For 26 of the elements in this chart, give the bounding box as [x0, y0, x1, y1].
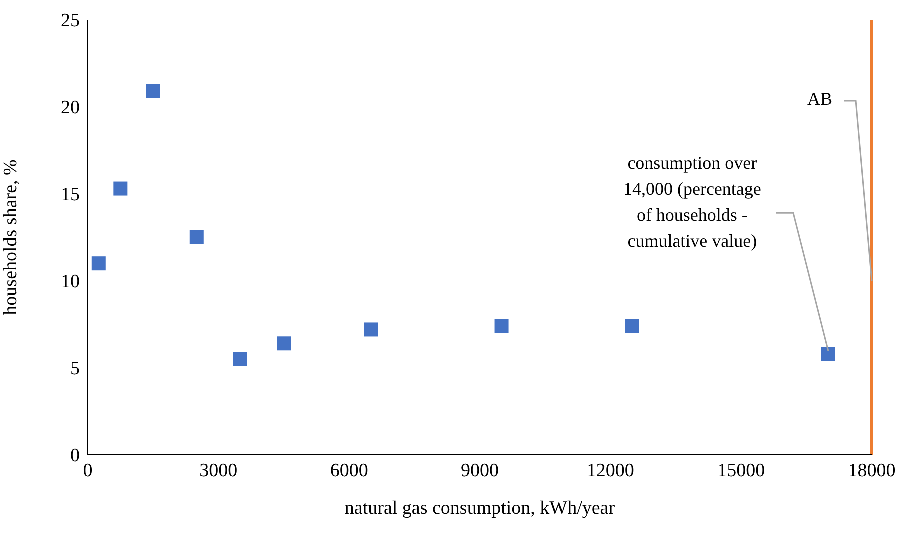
y-axis-title: households share, % — [0, 160, 22, 316]
point — [277, 336, 291, 351]
y-tick-label: 20 — [61, 98, 80, 119]
point — [92, 256, 106, 271]
y-tick-label: 0 — [70, 446, 80, 467]
ref-line-label: AB — [807, 89, 833, 109]
y-tick-label: 5 — [70, 358, 80, 380]
x-tick-label: 3000 — [200, 460, 238, 482]
x-axis-title: natural gas consumption, kWh/year — [344, 498, 616, 519]
x-tick-label: 6000 — [330, 460, 368, 482]
point — [114, 182, 128, 196]
x-tick-label: 18000 — [848, 460, 896, 482]
x-tick-label: 15000 — [718, 460, 766, 482]
point — [625, 319, 640, 334]
point — [190, 230, 204, 244]
point — [233, 352, 248, 366]
point — [494, 319, 509, 334]
point — [364, 322, 378, 337]
annotation: consumption over 14,000 (percentage of households - cumulative value) — [623, 153, 762, 252]
point — [146, 84, 160, 98]
y-tick-label: 25 — [61, 10, 80, 32]
x-tick-label: 12000 — [586, 460, 634, 482]
point — [821, 347, 836, 362]
y-tick-label: 15 — [61, 184, 80, 206]
x-tick-label: 9000 — [461, 460, 499, 482]
y-tick-label: 10 — [61, 272, 80, 293]
